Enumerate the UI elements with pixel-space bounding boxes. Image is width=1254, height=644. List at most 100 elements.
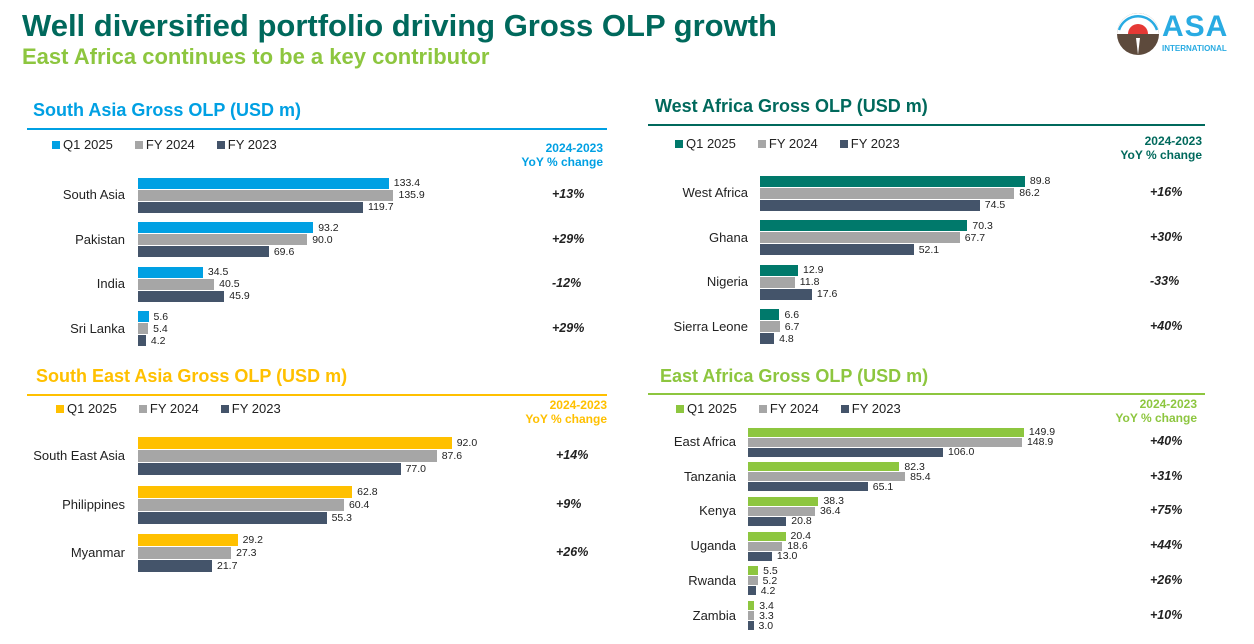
title-divider <box>648 124 1205 126</box>
yoy-change: +44% <box>1150 538 1183 553</box>
chart-title: South Asia Gross OLP (USD m) <box>33 100 302 120</box>
legend-item: FY 2024 <box>138 401 199 416</box>
data-label: 69.6 <box>273 245 295 258</box>
bar-fy-2023 <box>748 586 756 596</box>
data-label: 67.7 <box>964 231 986 244</box>
data-label: 4.2 <box>760 584 776 597</box>
data-label: 92.0 <box>456 437 478 449</box>
data-label: 20.8 <box>791 515 812 528</box>
legend-item: FY 2023 <box>220 401 281 416</box>
bar-fy-2023 <box>748 551 772 561</box>
category-label: South Asia <box>62 187 125 202</box>
category-label: Ghana <box>708 229 748 245</box>
bar-fy-2024 <box>138 189 394 201</box>
bar-fy-2023 <box>138 246 269 257</box>
yoy-header: 2024-2023 YoY % change <box>1087 397 1197 425</box>
category-label: Tanzania <box>683 468 736 484</box>
data-label: 89.8 <box>1029 175 1051 187</box>
data-label: 55.3 <box>331 511 352 524</box>
yoy-change: +9% <box>556 496 582 511</box>
asa-logo: ASA INTERNATIONAL <box>1116 10 1232 58</box>
legend-label: FY 2023 <box>227 137 277 152</box>
data-label: 149.9 <box>1028 426 1056 438</box>
data-label: 135.9 <box>398 189 425 201</box>
legend-swatch <box>56 405 64 413</box>
legend-swatch <box>52 141 60 149</box>
data-label: 29.2 <box>242 534 263 546</box>
yoy-change: +29% <box>552 231 585 246</box>
data-label: 90.0 <box>312 233 333 246</box>
title-divider <box>648 393 1205 395</box>
data-label: 20.4 <box>790 530 811 543</box>
yoy-change: +13% <box>552 187 585 201</box>
bar-q1-2025 <box>138 222 314 233</box>
yoy-change: -12% <box>552 276 582 290</box>
category-label: Sierra Leone <box>673 318 748 334</box>
category-label: Zambia <box>692 607 736 623</box>
legend-label: FY 2024 <box>769 401 819 416</box>
bar-q1-2025 <box>748 496 819 506</box>
legend-item: FY 2023 <box>839 136 900 151</box>
yoy-header: 2024-2023 YoY % change <box>493 141 603 169</box>
data-label: 5.4 <box>153 322 168 335</box>
category-label: Rwanda <box>688 572 736 588</box>
data-label: 6.7 <box>784 320 800 333</box>
yoy-change: +14% <box>556 448 589 462</box>
legend-swatch <box>676 405 684 413</box>
data-label: 85.4 <box>910 470 931 483</box>
chart-title: East Africa Gross OLP (USD m) <box>660 366 929 386</box>
data-label: 3.3 <box>759 609 774 622</box>
bar-fy-2023 <box>748 482 868 492</box>
bar-fy-2024 <box>138 498 344 511</box>
bar-fy-2024 <box>760 232 960 243</box>
legend-item: FY 2023 <box>840 401 901 416</box>
bar-fy-2023 <box>138 335 146 346</box>
legend-swatch <box>138 405 147 413</box>
legend-swatch <box>840 405 849 413</box>
category-label: East Africa <box>673 434 736 449</box>
title-divider <box>27 128 607 130</box>
bar-fy-2024 <box>138 234 308 245</box>
bar-q1-2025 <box>138 437 452 449</box>
chart-title: South East Asia Gross OLP (USD m) <box>36 366 348 386</box>
data-label: 13.0 <box>776 550 798 563</box>
data-label: 18.6 <box>787 540 808 553</box>
chart-legend: Q1 2025 FY 2024 FY 2023 <box>56 401 281 416</box>
bar-fy-2023 <box>748 516 787 526</box>
category-label: Pakistan <box>75 231 125 247</box>
legend-swatch <box>839 140 848 148</box>
bar-fy-2024 <box>748 541 783 551</box>
bar-fy-2024 <box>748 611 755 620</box>
bar-fy-2024 <box>138 278 215 290</box>
legend-swatch <box>675 140 683 148</box>
logo-name: ASA <box>1162 10 1229 43</box>
legend-swatch <box>758 405 767 413</box>
category-label: West Africa <box>682 185 748 200</box>
data-label: 4.8 <box>779 332 794 345</box>
bar-fy-2023 <box>138 201 364 213</box>
data-label: 70.3 <box>972 219 993 232</box>
yoy-change: +10% <box>1150 607 1183 622</box>
data-label: 86.2 <box>1019 187 1040 199</box>
data-label: 40.5 <box>219 278 240 290</box>
data-label: 36.4 <box>819 505 841 518</box>
data-label: 77.0 <box>405 463 426 475</box>
data-label: 3.0 <box>758 619 774 632</box>
bar-fy-2024 <box>760 321 780 332</box>
yoy-change: +30% <box>1150 229 1183 244</box>
legend-label: Q1 2025 <box>686 136 736 151</box>
legend-label: FY 2024 <box>145 137 195 152</box>
slide-subtitle: East Africa continues to be a key contri… <box>22 44 490 69</box>
bar-fy-2023 <box>760 199 980 211</box>
bar-fy-2024 <box>760 276 795 288</box>
category-label: Uganda <box>690 538 736 554</box>
yoy-header-line2: YoY % change <box>525 412 607 426</box>
data-label: 38.3 <box>823 495 844 508</box>
data-label: 82.3 <box>904 460 925 473</box>
bar-q1-2025 <box>748 462 900 472</box>
bar-q1-2025 <box>138 266 203 278</box>
data-label: 74.5 <box>984 199 1006 211</box>
category-label: Nigeria <box>706 274 748 289</box>
legend-label: FY 2023 <box>851 401 901 416</box>
bar-fy-2024 <box>748 576 758 586</box>
